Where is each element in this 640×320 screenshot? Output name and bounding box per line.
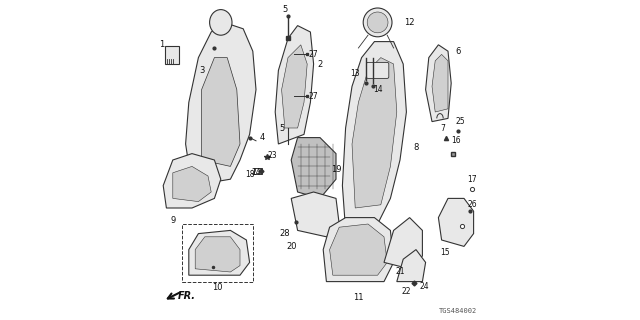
Text: 18: 18 [245,170,254,179]
Polygon shape [275,26,314,144]
Text: 26: 26 [467,200,477,209]
FancyBboxPatch shape [254,168,262,174]
Text: 24: 24 [419,282,429,291]
Ellipse shape [210,10,232,35]
Text: 5: 5 [279,124,284,132]
Text: 27: 27 [308,92,319,100]
Text: 22: 22 [402,287,411,296]
Polygon shape [189,230,250,275]
Polygon shape [186,22,256,186]
Polygon shape [397,250,426,282]
Polygon shape [173,166,211,202]
Polygon shape [438,198,474,246]
Text: 10: 10 [212,284,223,292]
Text: FR.: FR. [178,291,196,301]
Text: 19: 19 [331,165,341,174]
Text: 4: 4 [260,133,265,142]
Text: 9: 9 [170,216,175,225]
Text: 24: 24 [251,168,261,177]
Text: 20: 20 [286,242,296,251]
Polygon shape [342,42,406,230]
Text: 1: 1 [159,40,164,49]
Polygon shape [330,224,387,275]
Text: 8: 8 [413,143,419,152]
Polygon shape [352,58,397,208]
Polygon shape [163,154,221,208]
Text: 12: 12 [404,18,415,27]
Text: 25: 25 [456,117,466,126]
Text: 23: 23 [267,151,277,160]
Polygon shape [291,192,339,237]
Text: 27: 27 [308,50,319,59]
FancyBboxPatch shape [182,224,253,282]
Text: 28: 28 [280,229,290,238]
Polygon shape [384,218,422,269]
Text: 21: 21 [396,268,404,276]
Text: 13: 13 [350,69,360,78]
Polygon shape [202,58,240,166]
Text: 5: 5 [282,5,287,14]
FancyBboxPatch shape [165,46,179,64]
Ellipse shape [364,8,392,37]
Polygon shape [282,45,307,128]
Polygon shape [291,138,336,198]
Text: 15: 15 [440,248,450,257]
Text: TGS484002: TGS484002 [438,308,477,314]
Text: 11: 11 [353,293,364,302]
Text: 2: 2 [317,60,323,68]
Text: 16: 16 [451,136,461,145]
Text: 6: 6 [455,47,460,56]
Polygon shape [323,218,394,282]
Polygon shape [195,237,240,272]
FancyBboxPatch shape [366,62,388,78]
Text: 14: 14 [372,85,383,94]
Text: 17: 17 [467,175,477,184]
Text: 7: 7 [441,124,445,132]
Ellipse shape [367,12,388,33]
Polygon shape [432,54,448,112]
Text: 3: 3 [199,66,204,75]
Polygon shape [426,45,451,122]
